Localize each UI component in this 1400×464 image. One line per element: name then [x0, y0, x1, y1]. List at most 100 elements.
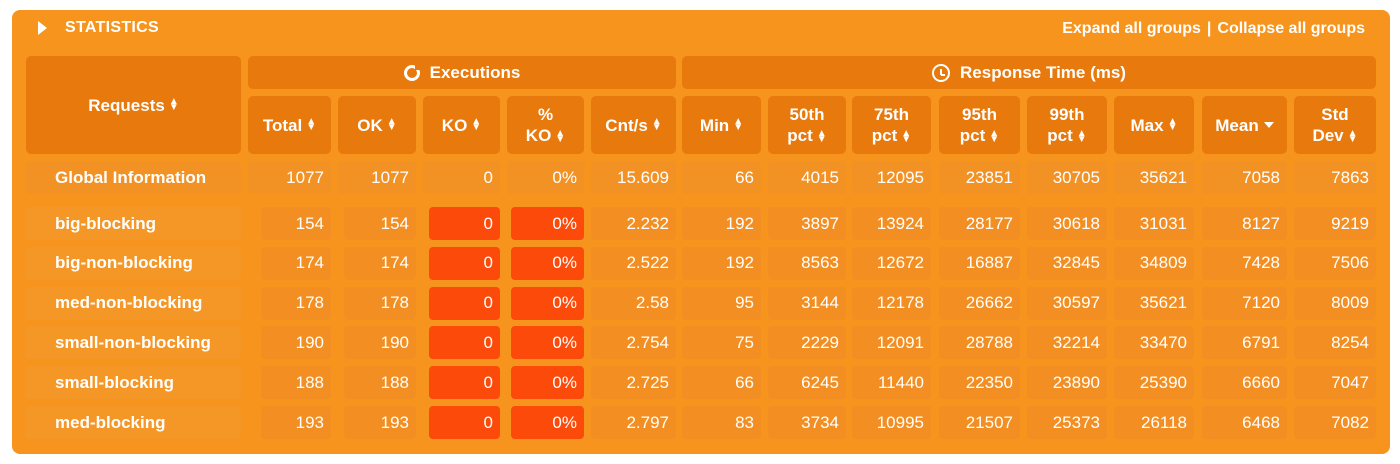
column-header-total[interactable]: Total ▲ ▼: [248, 96, 331, 154]
cnt-s-cell: 2.797: [591, 406, 676, 439]
total-cell: 1077: [248, 161, 331, 194]
sort-arrows-icon: ▲ ▼: [471, 116, 482, 133]
p95-cell: 22350: [939, 366, 1020, 400]
p50-cell: 4015: [768, 161, 846, 194]
total-cell: 174: [261, 246, 331, 280]
pct-ko-label-line1: %: [537, 105, 554, 124]
p99-cell: 30705: [1027, 161, 1107, 194]
request-name[interactable]: big-blocking: [26, 207, 241, 240]
request-name[interactable]: med-blocking: [26, 406, 241, 439]
p75-cell: 12672: [852, 246, 931, 280]
pct-ko-cell: 0%: [511, 366, 584, 400]
std-dev-cell: 8009: [1294, 286, 1376, 320]
column-header-cnt-s[interactable]: Cnt/s ▲ ▼: [591, 96, 676, 154]
column-header-ok[interactable]: OK ▲ ▼: [338, 96, 416, 154]
sort-arrows-icon: ▲ ▼: [168, 96, 179, 113]
max-label: Max: [1130, 115, 1164, 135]
pct-ko-cell: 0%: [511, 406, 584, 439]
min-cell: 192: [682, 207, 761, 240]
group-links: Expand all groups | Collapse all groups: [1062, 20, 1365, 38]
column-header-p95[interactable]: 95th pct ▲ ▼: [939, 96, 1020, 154]
column-header-mean[interactable]: Mean: [1202, 96, 1287, 154]
column-header-p50[interactable]: 50th pct ▲ ▼: [768, 96, 846, 154]
p50-label-line1: 50th: [789, 105, 825, 124]
column-header-min[interactable]: Min ▲ ▼: [682, 96, 761, 154]
p99-cell: 25373: [1027, 406, 1107, 439]
sort-arrows-icon: ▲ ▼: [651, 116, 662, 133]
std-dev-cell: 7863: [1294, 161, 1376, 194]
request-name[interactable]: med-non-blocking: [26, 286, 241, 320]
ko-cell: 0: [429, 366, 500, 400]
links-separator: |: [1206, 20, 1212, 37]
cnt-s-cell: 2.754: [591, 326, 676, 360]
column-header-max[interactable]: Max ▲ ▼: [1114, 96, 1194, 154]
pct-ko-cell: 0%: [511, 207, 584, 240]
p50-cell: 6245: [768, 366, 846, 400]
total-label: Total: [262, 115, 303, 135]
group-header-response-time: Response Time (ms): [682, 56, 1376, 89]
column-header-p75[interactable]: 75th pct ▲ ▼: [852, 96, 931, 154]
request-name[interactable]: small-non-blocking: [26, 326, 241, 360]
pct-ko-cell: 0%: [507, 161, 584, 194]
column-header-ko[interactable]: KO ▲ ▼: [423, 96, 500, 154]
executions-icon: [403, 63, 421, 81]
mean-cell: 6660: [1202, 366, 1287, 400]
sort-arrows-icon: ▲ ▼: [1347, 127, 1358, 145]
p99-cell: 30618: [1027, 207, 1107, 240]
request-name: Global Information: [26, 161, 241, 194]
p95-cell: 26662: [939, 286, 1020, 320]
pct-ko-cell: 0%: [511, 326, 584, 360]
total-cell: 178: [261, 286, 331, 320]
ko-cell: 0: [423, 161, 500, 194]
mean-cell: 6791: [1202, 326, 1287, 360]
executions-label: Executions: [429, 63, 521, 82]
sort-arrows-icon: ▲ ▼: [901, 127, 912, 145]
ok-cell: 1077: [338, 161, 416, 194]
p99-label-line2: pct: [1047, 126, 1073, 145]
p95-cell: 28177: [939, 207, 1020, 240]
p95-cell: 28788: [939, 326, 1020, 360]
statistics-toggle[interactable]: STATISTICS: [38, 19, 159, 37]
max-cell: 25390: [1114, 366, 1194, 400]
min-cell: 66: [682, 161, 761, 194]
max-cell: 34809: [1114, 246, 1194, 280]
std-label-line1: Std: [1321, 105, 1349, 124]
mean-cell: 6468: [1202, 406, 1287, 439]
sort-arrows-icon: ▲ ▼: [386, 116, 397, 133]
ko-cell: 0: [429, 406, 500, 439]
column-header-p99[interactable]: 99th pct ▲ ▼: [1027, 96, 1107, 154]
collapse-all-groups-link[interactable]: Collapse all groups: [1217, 20, 1365, 37]
column-header-requests[interactable]: Requests ▲ ▼: [26, 56, 241, 154]
p75-cell: 10995: [852, 406, 931, 439]
mean-label: Mean: [1215, 115, 1259, 135]
column-header-pct-ko[interactable]: % KO ▲ ▼: [507, 96, 584, 154]
min-cell: 192: [682, 246, 761, 280]
sort-arrows-icon: ▲ ▼: [306, 116, 317, 133]
p50-label-line2: pct: [787, 126, 813, 145]
cnt-s-cell: 15.609: [591, 161, 676, 194]
std-dev-cell: 8254: [1294, 326, 1376, 360]
column-header-std-dev[interactable]: Std Dev ▲ ▼: [1294, 96, 1376, 154]
p99-cell: 32845: [1027, 246, 1107, 280]
p95-cell: 16887: [939, 246, 1020, 280]
ko-cell: 0: [429, 207, 500, 240]
p99-label-line1: 99th: [1049, 105, 1085, 124]
ko-cell: 0: [429, 286, 500, 320]
p95-label-line2: pct: [959, 126, 986, 145]
expand-all-groups-link[interactable]: Expand all groups: [1062, 20, 1201, 37]
ok-label: OK: [357, 115, 383, 135]
p75-label-line1: 75th: [874, 105, 909, 124]
min-cell: 83: [682, 406, 761, 439]
sort-arrows-icon: ▲ ▼: [1076, 127, 1087, 145]
p75-cell: 12095: [852, 161, 931, 194]
min-cell: 75: [682, 326, 761, 360]
p99-cell: 23890: [1027, 366, 1107, 400]
request-name[interactable]: small-blocking: [26, 366, 241, 400]
min-label: Min: [699, 115, 730, 135]
response-time-label: Response Time (ms): [960, 63, 1126, 82]
expand-triangle-icon: [38, 21, 47, 35]
std-dev-cell: 7506: [1294, 246, 1376, 280]
p75-cell: 11440: [852, 366, 931, 400]
request-name[interactable]: big-non-blocking: [26, 246, 241, 280]
cnt-s-label: Cnt/s: [605, 115, 648, 135]
